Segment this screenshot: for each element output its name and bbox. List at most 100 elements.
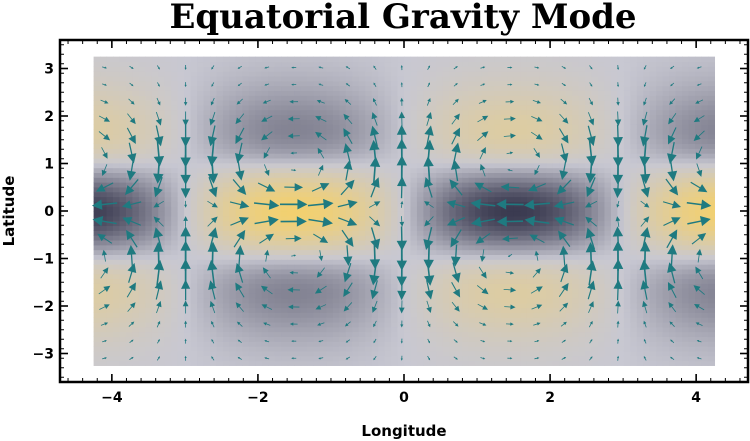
heatmap-cell	[475, 211, 483, 217]
heatmap-cell	[203, 95, 211, 101]
heatmap-cell	[526, 124, 534, 130]
heatmap-cell	[391, 182, 399, 188]
heatmap-cell	[242, 341, 250, 347]
heatmap-cell	[164, 225, 172, 231]
heatmap-cell	[552, 75, 560, 82]
heatmap-cell	[507, 85, 515, 91]
heatmap-cell	[287, 220, 295, 227]
heatmap-cell	[287, 109, 295, 116]
heatmap-cell	[203, 172, 211, 178]
heatmap-cell	[287, 172, 295, 178]
heatmap-cell	[268, 56, 276, 63]
heatmap-cell	[132, 312, 140, 318]
heatmap-cell	[539, 239, 547, 246]
heatmap-cell	[345, 307, 353, 313]
heatmap-cell	[585, 288, 593, 294]
heatmap-cell	[468, 157, 476, 164]
heatmap-cell	[384, 336, 392, 342]
heatmap-cell	[248, 191, 256, 198]
heatmap-cell	[442, 133, 450, 140]
heatmap-cell	[319, 66, 327, 72]
heatmap-cell	[93, 264, 101, 270]
heatmap-cell	[132, 244, 140, 251]
heatmap-cell	[287, 326, 295, 333]
heatmap-cell	[352, 133, 360, 140]
heatmap-cell	[151, 182, 159, 188]
heatmap-cell	[93, 350, 101, 357]
heatmap-cell	[100, 80, 108, 87]
heatmap-cell	[539, 230, 547, 236]
heatmap-cell	[526, 114, 534, 120]
heatmap-cell	[339, 239, 347, 246]
heatmap-cell	[268, 312, 276, 318]
heatmap-cell	[210, 66, 218, 72]
heatmap-cell	[449, 56, 457, 63]
heatmap-cell	[475, 119, 483, 125]
heatmap-cell	[423, 283, 431, 289]
heatmap-cell	[235, 350, 243, 357]
heatmap-cell	[371, 326, 379, 333]
heatmap-cell	[475, 80, 483, 87]
heatmap-cell	[391, 124, 399, 130]
heatmap-cell	[416, 302, 424, 309]
heatmap-cell	[365, 302, 373, 309]
heatmap-cell	[171, 230, 179, 236]
heatmap-cell	[100, 302, 108, 309]
heatmap-cell	[501, 249, 509, 256]
heatmap-cell	[397, 360, 405, 366]
heatmap-cell	[539, 211, 547, 217]
heatmap-cell	[190, 128, 198, 135]
heatmap-cell	[164, 85, 172, 91]
heatmap-cell	[100, 124, 108, 130]
heatmap-cell	[190, 167, 198, 173]
heatmap-cell	[462, 138, 470, 145]
heatmap-cell	[197, 56, 205, 63]
heatmap-cell	[371, 138, 379, 145]
heatmap-cell	[242, 100, 250, 106]
heatmap-cell	[106, 167, 114, 173]
heatmap-cell	[552, 278, 560, 284]
heatmap-cell	[138, 56, 146, 63]
heatmap-cell	[455, 157, 463, 164]
heatmap-cell	[268, 341, 276, 347]
heatmap-cell	[494, 230, 502, 236]
heatmap-cell	[552, 56, 560, 63]
heatmap-cell	[501, 71, 509, 77]
heatmap-cell	[429, 211, 437, 217]
heatmap-cell	[352, 172, 360, 178]
heatmap-cell	[113, 90, 121, 96]
heatmap-cell	[358, 346, 366, 352]
heatmap-cell	[177, 167, 185, 173]
heatmap-cell	[565, 114, 573, 120]
heatmap-cell	[203, 302, 211, 309]
heatmap-cell	[145, 182, 153, 188]
heatmap-cell	[572, 75, 580, 82]
heatmap-cell	[352, 225, 360, 231]
heatmap-cell	[475, 157, 483, 164]
heatmap-cell	[242, 80, 250, 87]
heatmap-cell	[488, 259, 496, 265]
heatmap-cell	[449, 302, 457, 309]
heatmap-cell	[468, 206, 476, 212]
heatmap-cell	[242, 326, 250, 333]
heatmap-cell	[546, 288, 554, 294]
heatmap-cell	[559, 336, 567, 342]
heatmap-cell	[488, 288, 496, 294]
heatmap-cell	[113, 138, 121, 145]
heatmap-cell	[455, 264, 463, 270]
heatmap-cell	[404, 66, 412, 72]
heatmap-cell	[319, 56, 327, 63]
heatmap-cell	[339, 75, 347, 82]
heatmap-cell	[358, 153, 366, 159]
heatmap-cell	[488, 61, 496, 67]
heatmap-cell	[397, 95, 405, 101]
heatmap-cell	[352, 56, 360, 63]
heatmap-cell	[184, 196, 192, 202]
heatmap-cell	[197, 148, 205, 154]
heatmap-cell	[462, 244, 470, 251]
heatmap-cell	[423, 109, 431, 116]
heatmap-cell	[235, 331, 243, 338]
heatmap-cell	[171, 215, 179, 222]
heatmap-cell	[397, 326, 405, 333]
heatmap-cell	[546, 75, 554, 82]
